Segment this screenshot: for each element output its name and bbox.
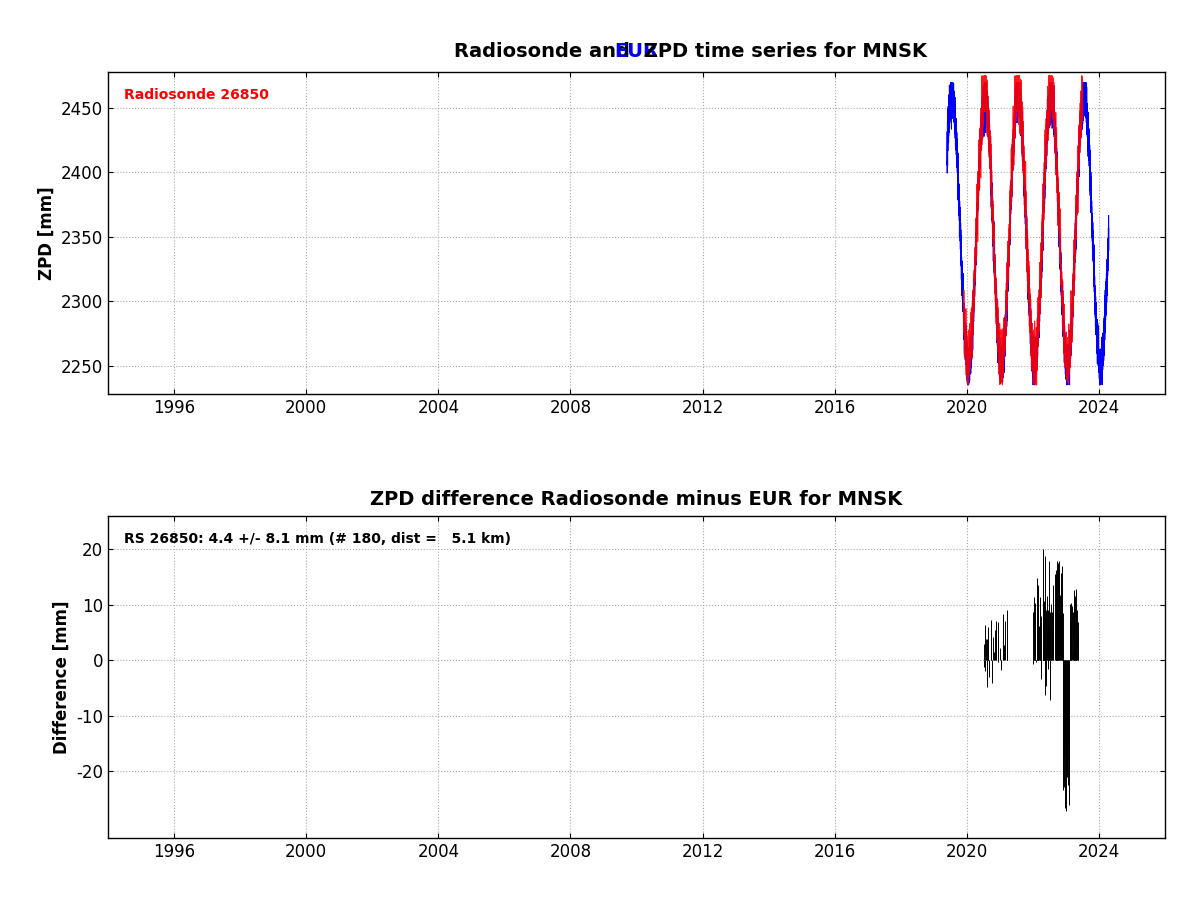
Text: Radiosonde 26850: Radiosonde 26850 [124, 88, 269, 102]
Y-axis label: ZPD [mm]: ZPD [mm] [37, 187, 55, 280]
Text: ZPD time series for MNSK: ZPD time series for MNSK [637, 42, 926, 61]
Text: RS 26850: 4.4 +/- 8.1 mm (# 180, dist =   5.1 km): RS 26850: 4.4 +/- 8.1 mm (# 180, dist = … [124, 532, 510, 546]
Text: EUR: EUR [615, 42, 658, 61]
Y-axis label: Difference [mm]: Difference [mm] [53, 600, 71, 754]
Title: ZPD difference Radiosonde minus EUR for MNSK: ZPD difference Radiosonde minus EUR for … [370, 490, 903, 509]
Text: Radiosonde and: Radiosonde and [454, 42, 637, 61]
